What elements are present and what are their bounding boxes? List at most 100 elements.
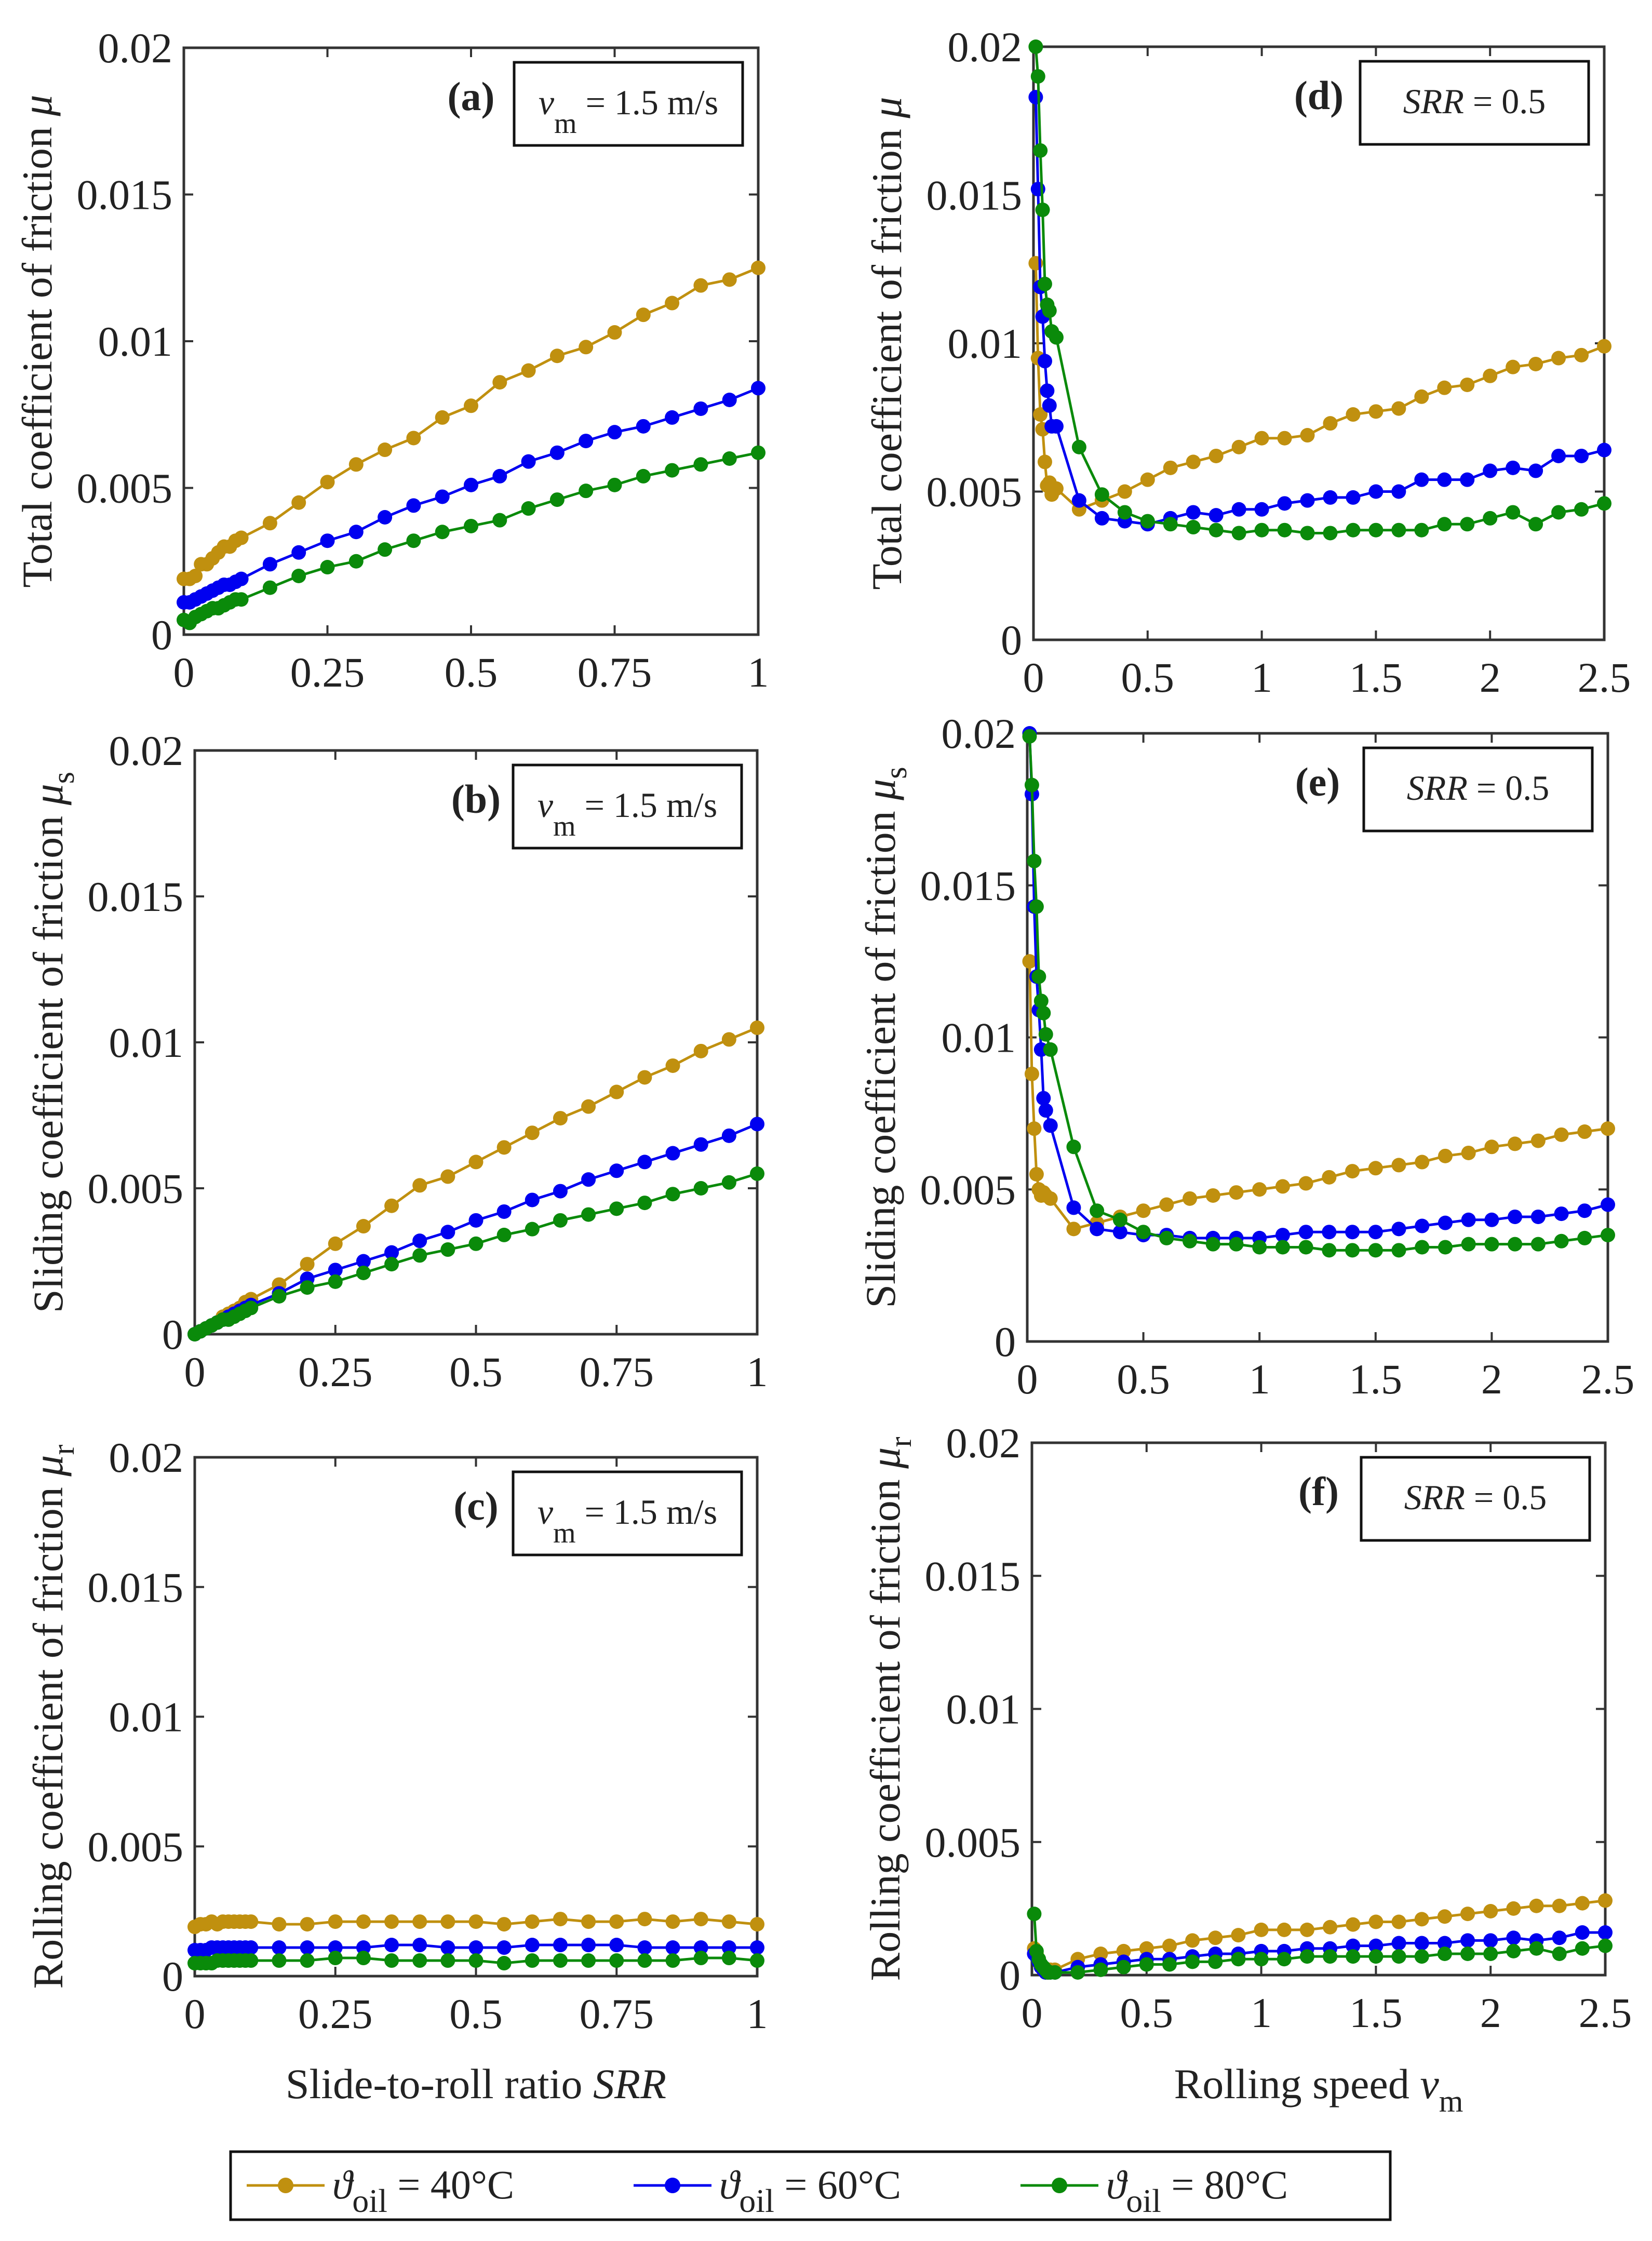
annotation-symbol: v — [538, 785, 554, 825]
data-point — [412, 1248, 427, 1263]
data-point — [1040, 383, 1055, 398]
data-point — [1323, 1920, 1338, 1935]
annotation-text: vm = 1.5 m/s — [539, 83, 718, 140]
data-point — [581, 1938, 596, 1953]
data-point — [750, 1953, 764, 1968]
x-tick-label: 1.5 — [1349, 1989, 1403, 2036]
data-point — [1116, 1960, 1131, 1975]
data-point — [468, 1155, 483, 1170]
data-point — [1208, 448, 1224, 463]
data-point — [1254, 1922, 1269, 1937]
annotation-text: SRR = 0.5 — [1403, 82, 1546, 121]
data-point — [1033, 407, 1048, 422]
y-tick-label: 0.015 — [77, 171, 173, 219]
data-point — [1159, 1197, 1174, 1212]
data-point — [234, 571, 249, 586]
data-point — [440, 1242, 455, 1257]
data-point — [440, 1914, 455, 1929]
panel-c: 0 0.005 0.01 0.015 0.02 0 0.25 0.5 0.75 1 Rolling … — [24, 1434, 768, 2037]
data-point — [492, 513, 507, 528]
data-point — [384, 1245, 399, 1260]
panel-label: (e) — [1295, 759, 1340, 804]
data-point — [665, 296, 680, 311]
data-point — [1066, 1139, 1081, 1155]
data-point — [1323, 416, 1338, 431]
data-point — [468, 1236, 483, 1251]
data-point — [751, 445, 765, 460]
legend-marker — [665, 2178, 680, 2193]
data-point — [1038, 1027, 1053, 1042]
y-tick-label: 0.01 — [948, 320, 1023, 367]
data-point — [1300, 526, 1315, 541]
annotation-box — [512, 1470, 743, 1556]
data-point — [1094, 511, 1109, 526]
x-axis-label-symbol: SRR — [593, 2060, 666, 2108]
x-axis-label-left: Slide-to-roll ratio SRR — [286, 2060, 666, 2108]
series-2 — [1028, 39, 1611, 541]
data-point — [1437, 517, 1452, 532]
x-tick-label: 2.5 — [1578, 654, 1631, 701]
data-point — [1508, 1209, 1523, 1224]
data-point — [1112, 1225, 1127, 1240]
data-point — [412, 1233, 427, 1249]
data-point — [406, 431, 421, 446]
data-point — [492, 375, 507, 390]
data-point — [1275, 1179, 1290, 1194]
data-point — [693, 1912, 708, 1927]
data-point — [262, 516, 277, 531]
data-point — [1231, 526, 1246, 541]
data-point — [1414, 472, 1429, 487]
panel-label: (b) — [451, 776, 501, 822]
data-point — [1438, 1215, 1453, 1230]
data-point — [300, 1940, 315, 1955]
data-point — [1186, 505, 1201, 520]
data-point — [1461, 1237, 1476, 1252]
data-point — [378, 442, 393, 458]
panel-b: 0 0.005 0.01 0.015 0.02 0 0.25 0.5 0.75 1 Sliding … — [24, 727, 768, 1395]
data-point — [609, 1953, 624, 1968]
x-tick-label: 0.75 — [580, 1348, 654, 1395]
data-point — [750, 1166, 764, 1181]
data-point — [1231, 502, 1246, 517]
data-point — [412, 1914, 427, 1929]
data-point — [1460, 472, 1475, 487]
y-tick-label: 0.005 — [88, 1823, 184, 1870]
x-tick-label: 0 — [184, 1348, 206, 1395]
data-point — [750, 1917, 764, 1932]
data-point — [320, 560, 335, 575]
data-point — [665, 410, 680, 425]
panel-label: (a) — [448, 74, 495, 119]
data-point — [1577, 1203, 1592, 1218]
data-point — [1415, 1155, 1430, 1170]
data-point — [637, 1953, 652, 1968]
data-point — [521, 363, 536, 378]
series-0 — [187, 1912, 764, 1935]
data-point — [1346, 522, 1361, 538]
data-point — [496, 1140, 512, 1155]
data-point — [607, 477, 622, 492]
data-point — [1508, 1237, 1523, 1252]
data-point — [1530, 1209, 1546, 1224]
data-point — [553, 1953, 568, 1968]
data-point — [1090, 1222, 1105, 1237]
x-tick-label: 2.5 — [1579, 1989, 1632, 2036]
data-point — [636, 419, 651, 434]
data-point — [1093, 1962, 1108, 1977]
data-point — [328, 1236, 343, 1251]
data-point — [412, 1953, 427, 1968]
data-point — [1598, 1938, 1613, 1953]
data-point — [1028, 90, 1043, 105]
data-point — [1368, 1949, 1384, 1964]
data-point — [553, 1912, 568, 1927]
data-point — [636, 307, 651, 323]
data-point — [549, 445, 565, 460]
data-point — [1043, 1042, 1058, 1057]
data-point — [384, 1938, 399, 1953]
data-point — [1028, 39, 1043, 54]
data-point — [1438, 1148, 1453, 1163]
data-point — [1252, 1240, 1267, 1255]
data-point — [244, 1914, 259, 1929]
data-point — [1022, 954, 1037, 969]
data-point — [1598, 1893, 1613, 1908]
data-point — [1112, 1212, 1127, 1227]
